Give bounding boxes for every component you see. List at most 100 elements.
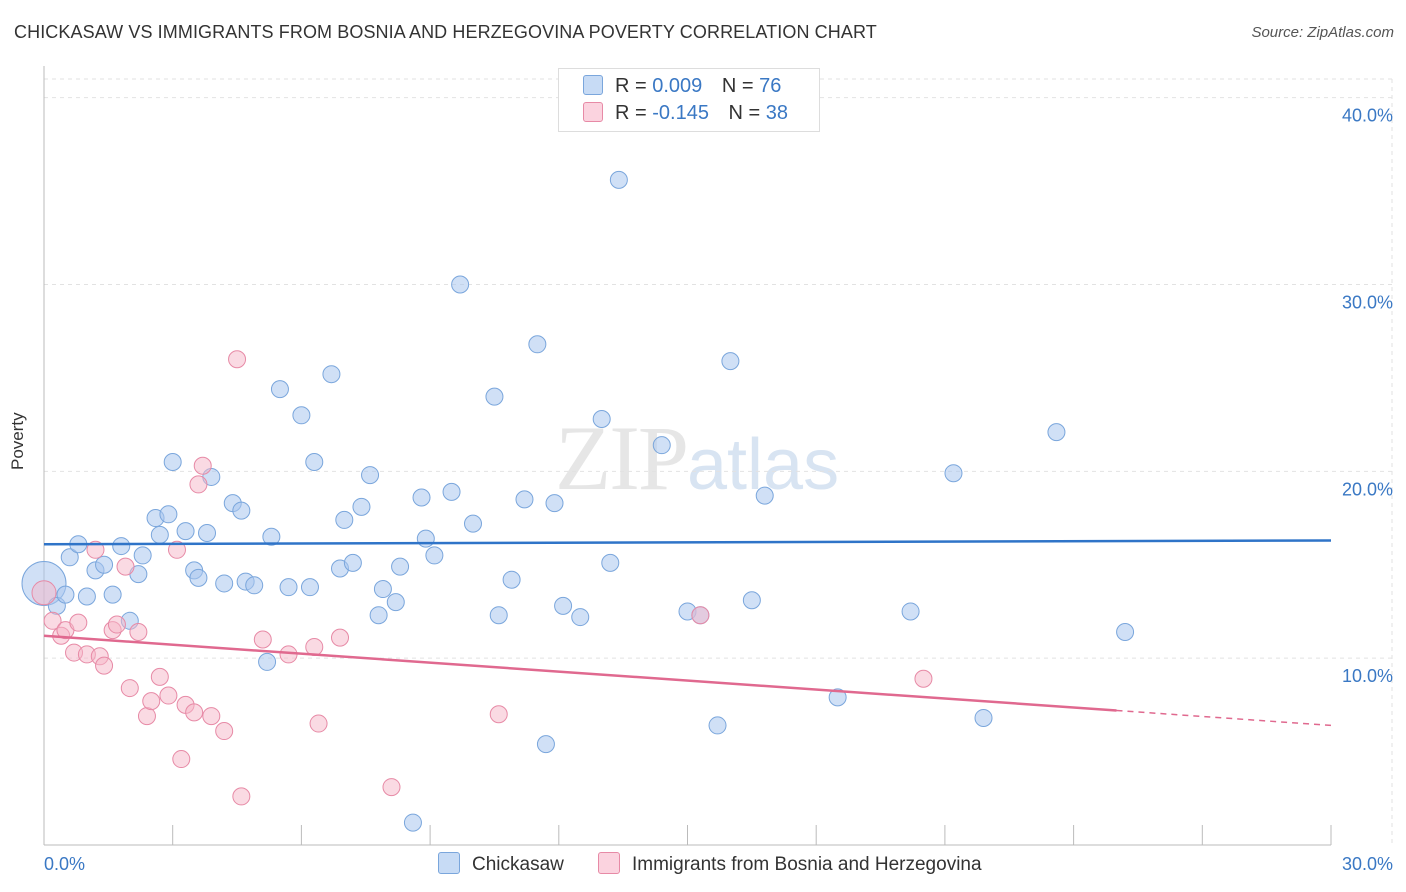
legend-swatch-chickasaw	[583, 75, 603, 95]
bosnia-point	[129, 623, 148, 642]
chickasaw-point	[159, 505, 178, 524]
chickasaw-point	[163, 453, 182, 471]
bosnia-point	[193, 456, 212, 475]
chickasaw-point	[451, 275, 470, 294]
bosnia-point	[116, 557, 135, 576]
legend-r-label: R =	[615, 102, 647, 124]
chickasaw-point	[150, 525, 169, 544]
chickasaw-point	[112, 537, 131, 556]
bosnia-point	[185, 703, 204, 722]
bosnia-point	[107, 615, 126, 634]
legend-row-chickasaw: R = 0.009 N = 76	[583, 75, 781, 99]
chickasaw-point	[592, 410, 611, 429]
chickasaw-point	[515, 490, 534, 509]
chickasaw-point	[609, 170, 628, 189]
bosnia-point	[167, 540, 186, 559]
chickasaw-point	[416, 529, 435, 548]
chickasaw-point	[412, 488, 431, 507]
chickasaw-point	[305, 453, 324, 471]
y-tick-label: 40.0%	[1342, 106, 1393, 126]
bottom-legend-swatch-bosnia	[598, 852, 620, 874]
chickasaw-point	[974, 708, 993, 727]
chickasaw-point	[425, 546, 444, 565]
bottom-legend-label-bosnia: Immigrants from Bosnia and Herzegovina	[632, 854, 982, 875]
chickasaw-point	[103, 585, 122, 604]
bosnia-point	[31, 580, 57, 606]
chickasaw-point	[464, 514, 482, 533]
legend-r-value: -0.145	[652, 102, 709, 124]
x-tick-label-min: 0.0%	[44, 854, 85, 874]
chickasaw-point	[352, 497, 371, 516]
legend-n-label: N =	[728, 102, 761, 124]
y-tick-label: 20.0%	[1342, 479, 1393, 499]
axes	[43, 66, 1332, 846]
bosnia-point	[69, 613, 88, 632]
chart-title: CHICKASAW VS IMMIGRANTS FROM BOSNIA AND …	[14, 22, 877, 42]
chickasaw-point	[571, 608, 590, 627]
bosnia-point	[305, 637, 324, 656]
chickasaw-point	[403, 813, 422, 832]
chickasaw-point	[901, 602, 920, 621]
chickasaw-point	[270, 380, 289, 399]
bosnia-point	[253, 630, 272, 649]
chickasaw-point	[708, 716, 727, 735]
chickasaw-point	[373, 580, 392, 599]
watermark: ZIPatlas	[555, 405, 839, 511]
bosnia-point	[382, 778, 401, 797]
chickasaw-point	[755, 486, 774, 505]
bosnia-point	[137, 707, 156, 726]
chickasaw-point	[361, 466, 380, 485]
bosnia-point	[691, 606, 710, 625]
chickasaw-point	[554, 596, 573, 615]
bosnia-point	[309, 714, 328, 733]
chickasaw-point	[77, 587, 96, 606]
correlation-legend: R = 0.009 N = 76 R = -0.145 N = 38	[558, 68, 820, 132]
trend-line-chickasaw	[43, 539, 1332, 546]
chickasaw-point	[1116, 623, 1135, 642]
source-label: Source: ZipAtlas.com	[1251, 24, 1394, 41]
chickasaw-point	[335, 510, 354, 529]
bosnia-point	[914, 669, 933, 688]
chickasaw-point	[369, 606, 388, 625]
bosnia-point	[232, 787, 251, 806]
series-bosnia	[31, 350, 933, 806]
chickasaw-point	[56, 585, 75, 604]
series-chickasaw	[21, 170, 1135, 832]
chickasaw-point	[721, 352, 740, 371]
chickasaw-point	[232, 501, 251, 520]
bottom-legend-chickasaw: Chickasaw	[438, 852, 564, 876]
legend-r-label: R =	[615, 75, 647, 97]
bosnia-point	[120, 679, 139, 698]
chickasaw-point	[176, 522, 195, 541]
bosnia-point	[215, 722, 234, 741]
chickasaw-point	[133, 546, 152, 565]
chickasaw-point	[652, 436, 671, 455]
chickasaw-point	[742, 591, 761, 610]
legend-swatch-bosnia	[583, 102, 603, 122]
trend-line-bosnia	[43, 634, 1117, 712]
chickasaw-point	[545, 494, 564, 513]
chickasaw-point	[292, 406, 311, 425]
bosnia-point	[172, 750, 191, 769]
legend-r-value: 0.009	[652, 75, 703, 97]
bosnia-point	[150, 667, 169, 686]
bosnia-point	[86, 540, 105, 559]
chickasaw-point	[60, 548, 79, 567]
legend-row-bosnia: R = -0.145 N = 38	[583, 102, 788, 126]
chickasaw-point	[386, 593, 405, 612]
watermark-zip: ZIP	[555, 407, 689, 509]
chickasaw-point	[485, 387, 504, 406]
trend-lines	[43, 539, 1332, 727]
chickasaw-point	[262, 527, 281, 546]
y-tick-label: 30.0%	[1342, 293, 1393, 313]
bosnia-point	[331, 628, 350, 647]
bottom-legend-label-chickasaw: Chickasaw	[472, 854, 564, 875]
x-tick-label-max: 30.0%	[1342, 854, 1393, 874]
chickasaw-point	[245, 576, 264, 595]
tick-labels: 10.0% 20.0% 30.0% 40.0% 0.0% 30.0%	[44, 106, 1393, 874]
bosnia-point	[189, 475, 208, 494]
legend-n-value: 76	[759, 75, 782, 97]
chickasaw-point	[1047, 423, 1066, 442]
chickasaw-point	[215, 574, 234, 593]
